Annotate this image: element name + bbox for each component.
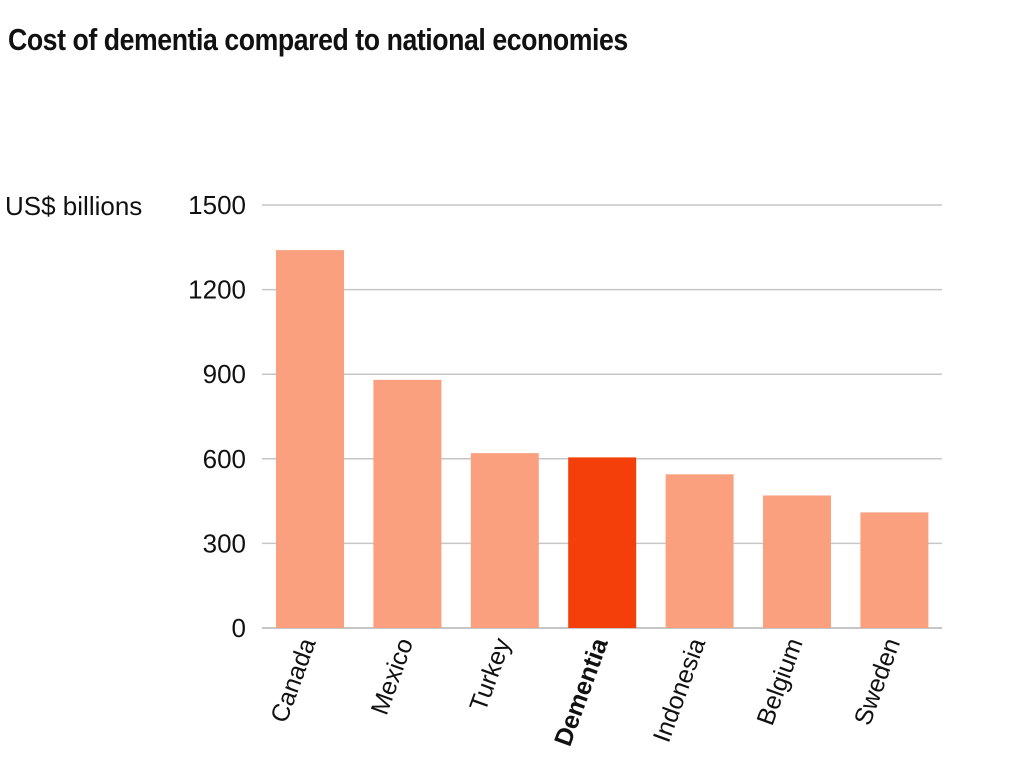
x-tick-label-sweden: Sweden	[849, 634, 906, 728]
x-tick-label-mexico: Mexico	[366, 634, 419, 718]
y-tick-label: 1200	[188, 275, 246, 305]
bar-dementia	[568, 457, 637, 628]
y-tick-label: 600	[203, 444, 246, 474]
y-tick-label: 1500	[188, 190, 246, 220]
y-tick-labels: 0 300 600 900 1200 1500	[188, 190, 246, 643]
bar-mexico	[373, 379, 442, 628]
y-tick-label: 0	[232, 613, 246, 643]
y-tick-label: 300	[203, 528, 246, 558]
chart-title: Cost of dementia compared to national ec…	[8, 22, 628, 57]
bar-turkey	[470, 453, 539, 628]
x-tick-label-turkey: Turkey	[464, 634, 516, 715]
bar-sweden	[860, 512, 929, 628]
x-tick-label-canada: Canada	[265, 634, 321, 726]
x-tick-label-belgium: Belgium	[751, 634, 808, 728]
bars	[276, 250, 929, 628]
y-tick-label: 900	[203, 359, 246, 389]
x-tick-label-indonesia: Indonesia	[648, 634, 711, 746]
bar-belgium	[763, 495, 831, 628]
x-tick-labels: Canada Mexico Turkey Dementia Indonesia Belgi…	[265, 633, 906, 749]
y-axis-label: US$ billions	[5, 191, 142, 221]
x-tick-label-dementia: Dementia	[549, 633, 614, 749]
bar-canada	[276, 250, 344, 628]
bar-indonesia	[665, 474, 734, 628]
